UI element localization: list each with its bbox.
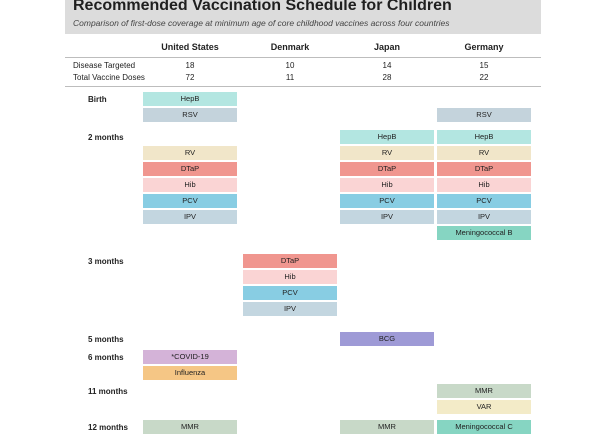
- vaccine-covid-19-united-states-6-months: *COVID-19: [143, 350, 237, 364]
- vaccine-dtap-germany-2-months: DTaP: [437, 162, 531, 176]
- vaccine-dtap-united-states-2-months: DTaP: [143, 162, 237, 176]
- vaccine-ipv-japan-2-months: IPV: [340, 210, 434, 224]
- page-title: Recommended Vaccination Schedule for Chi…: [73, 0, 452, 14]
- page-subtitle: Comparison of first-dose coverage at min…: [73, 18, 450, 28]
- stat-value-total-vaccine-doses-japan: 28: [382, 73, 392, 82]
- age-label-3-months: 3 months: [88, 257, 124, 266]
- vaccine-pcv-united-states-2-months: PCV: [143, 194, 237, 208]
- stat-label-disease-targeted: Disease Targeted: [73, 61, 136, 70]
- stat-value-disease-targeted-denmark: 10: [285, 61, 295, 70]
- column-header-germany: Germany: [464, 42, 504, 52]
- vaccine-meningococcal-b-germany-2-months: Meningococcal B: [437, 226, 531, 240]
- vaccine-mmr-united-states-12-months: MMR: [143, 420, 237, 434]
- age-label-6-months: 6 months: [88, 353, 124, 362]
- vaccine-mmr-japan-12-months: MMR: [340, 420, 434, 434]
- age-label-5-months: 5 months: [88, 335, 124, 344]
- age-label-2-months: 2 months: [88, 133, 124, 142]
- vaccine-hepb-japan-2-months: HepB: [340, 130, 434, 144]
- stat-value-disease-targeted-japan: 14: [382, 61, 392, 70]
- vaccine-hib-denmark-3-months: Hib: [243, 270, 337, 284]
- vaccine-dtap-japan-2-months: DTaP: [340, 162, 434, 176]
- stat-value-total-vaccine-doses-united-states: 72: [185, 73, 195, 82]
- age-label-birth: Birth: [88, 95, 107, 104]
- vaccine-rsv-united-states-birth: RSV: [143, 108, 237, 122]
- stat-value-total-vaccine-doses-denmark: 11: [285, 73, 295, 82]
- column-header-japan: Japan: [373, 42, 400, 52]
- vaccine-ipv-germany-2-months: IPV: [437, 210, 531, 224]
- vaccine-rsv-germany-birth: RSV: [437, 108, 531, 122]
- age-label-11-months: 11 months: [88, 387, 128, 396]
- vaccine-meningococcal-c-germany-12-months: Meningococcal C: [437, 420, 531, 434]
- stats-divider: [65, 86, 541, 87]
- vaccine-influenza-united-states-6-months: Influenza: [143, 366, 237, 380]
- vaccine-hepb-germany-2-months: HepB: [437, 130, 531, 144]
- stat-value-disease-targeted-germany: 15: [479, 61, 489, 70]
- vaccine-hib-germany-2-months: Hib: [437, 178, 531, 192]
- vaccine-bcg-japan-5-months: BCG: [340, 332, 434, 346]
- vaccine-hib-japan-2-months: Hib: [340, 178, 434, 192]
- vaccine-rv-germany-2-months: RV: [437, 146, 531, 160]
- age-label-12-months: 12 months: [88, 423, 129, 432]
- stat-value-total-vaccine-doses-germany: 22: [479, 73, 489, 82]
- header-banner: Recommended Vaccination Schedule for Chi…: [65, 0, 541, 34]
- vaccine-hepb-united-states-birth: HepB: [143, 92, 237, 106]
- column-header-united-states: United States: [161, 42, 219, 52]
- stat-label-total-vaccine-doses: Total Vaccine Doses: [73, 73, 145, 82]
- vaccine-pcv-japan-2-months: PCV: [340, 194, 434, 208]
- vaccine-rv-japan-2-months: RV: [340, 146, 434, 160]
- vaccine-mmr-germany-11-months: MMR: [437, 384, 531, 398]
- vaccine-pcv-germany-2-months: PCV: [437, 194, 531, 208]
- header-divider: [65, 57, 541, 58]
- vaccine-hib-united-states-2-months: Hib: [143, 178, 237, 192]
- column-header-denmark: Denmark: [270, 42, 310, 52]
- vaccine-ipv-united-states-2-months: IPV: [143, 210, 237, 224]
- vaccine-dtap-denmark-3-months: DTaP: [243, 254, 337, 268]
- vaccine-pcv-denmark-3-months: PCV: [243, 286, 337, 300]
- vaccine-rv-united-states-2-months: RV: [143, 146, 237, 160]
- vaccine-ipv-denmark-3-months: IPV: [243, 302, 337, 316]
- stat-value-disease-targeted-united-states: 18: [185, 61, 195, 70]
- vaccine-var-germany-11-months: VAR: [437, 400, 531, 414]
